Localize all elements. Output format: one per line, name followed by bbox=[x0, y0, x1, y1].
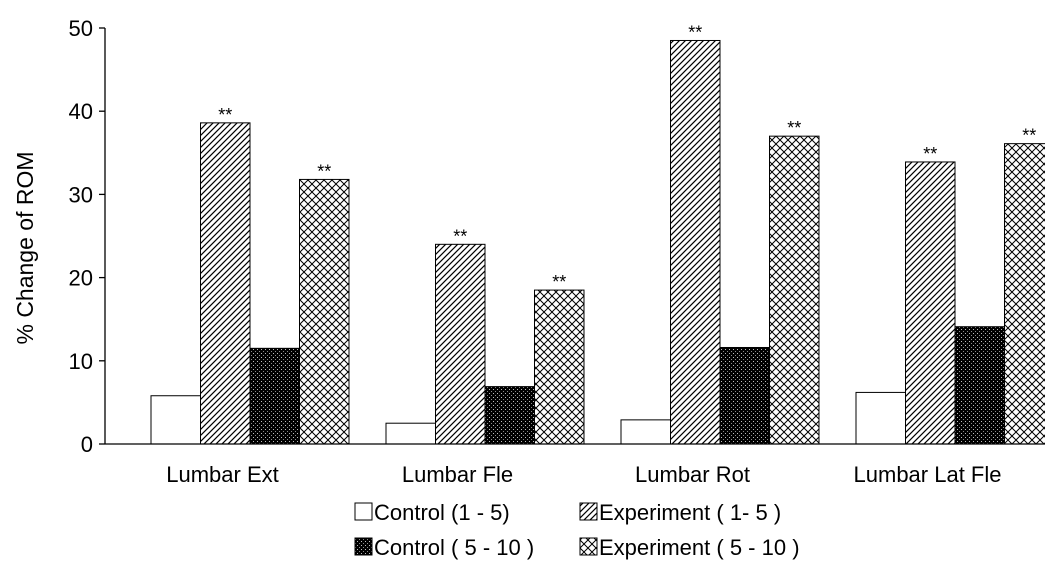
bar-3-1 bbox=[249, 347, 300, 445]
bar-3-2 bbox=[484, 386, 535, 445]
bar-4-2 bbox=[534, 289, 585, 445]
bar-4-3 bbox=[769, 135, 820, 445]
significance-marker: ** bbox=[453, 226, 467, 246]
bar-1-2 bbox=[385, 422, 436, 445]
significance-marker: ** bbox=[552, 272, 566, 292]
significance-marker: ** bbox=[218, 105, 232, 125]
legend-swatch bbox=[354, 502, 373, 521]
y-tick-label: 50 bbox=[69, 16, 93, 41]
legend-swatch bbox=[354, 537, 373, 556]
bar-3-3 bbox=[719, 346, 770, 445]
plot-area: ** ** Lumbar Ext ** ** Lumbar Fle ** ** Lumbar R… bbox=[69, 16, 1045, 487]
legend-label: Experiment ( 5 - 10 ) bbox=[599, 535, 800, 560]
legend-label: Control (1 - 5) bbox=[374, 500, 510, 525]
x-tick-label: Lumbar Fle bbox=[402, 462, 513, 487]
significance-marker: ** bbox=[317, 161, 331, 181]
legend-swatch bbox=[579, 502, 598, 521]
bar-2-1 bbox=[200, 122, 251, 445]
y-tick-label: 30 bbox=[69, 182, 93, 207]
x-tick-label: Lumbar Lat Fle bbox=[854, 462, 1002, 487]
significance-marker: ** bbox=[1022, 126, 1036, 146]
bar-4-4 bbox=[1004, 143, 1045, 445]
bar-1-1 bbox=[150, 395, 201, 445]
bar-2-3 bbox=[670, 39, 721, 445]
legend-label: Experiment ( 1- 5 ) bbox=[599, 500, 781, 525]
bar-3-4 bbox=[954, 326, 1005, 445]
significance-marker: ** bbox=[923, 144, 937, 164]
bar-1-3 bbox=[620, 419, 671, 445]
legend-swatch bbox=[579, 537, 598, 556]
x-tick-label: Lumbar Ext bbox=[166, 462, 279, 487]
legend-label: Control ( 5 - 10 ) bbox=[374, 535, 534, 560]
bar-1-4 bbox=[855, 391, 906, 445]
y-tick-label: 10 bbox=[69, 349, 93, 374]
significance-marker: ** bbox=[787, 118, 801, 138]
x-tick-label: Lumbar Rot bbox=[635, 462, 750, 487]
bar-4-1 bbox=[299, 178, 350, 445]
bar-2-2 bbox=[435, 243, 486, 445]
legend: Control (1 - 5) Experiment ( 1- 5 ) Contro… bbox=[354, 500, 800, 560]
y-axis-label: % Change of ROM bbox=[12, 151, 38, 344]
bar-2-4 bbox=[905, 161, 956, 445]
y-tick-label: 20 bbox=[69, 266, 93, 291]
significance-marker: ** bbox=[688, 22, 702, 42]
y-tick-label: 40 bbox=[69, 99, 93, 124]
y-tick-label: 0 bbox=[81, 432, 93, 457]
